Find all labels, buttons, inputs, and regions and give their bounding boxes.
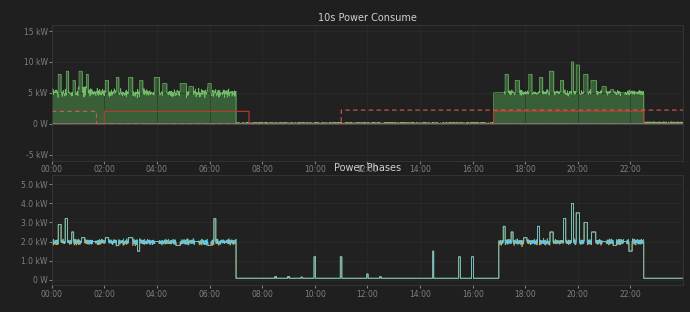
Title: 10s Power Consume: 10s Power Consume — [318, 13, 417, 23]
Legend: PwrActive10s, Indoor average Temperature, Outdoor Temperature (min), Heating Dem: PwrActive10s, Indoor average Temperature… — [55, 188, 402, 199]
Title: Power Phases: Power Phases — [334, 163, 401, 173]
